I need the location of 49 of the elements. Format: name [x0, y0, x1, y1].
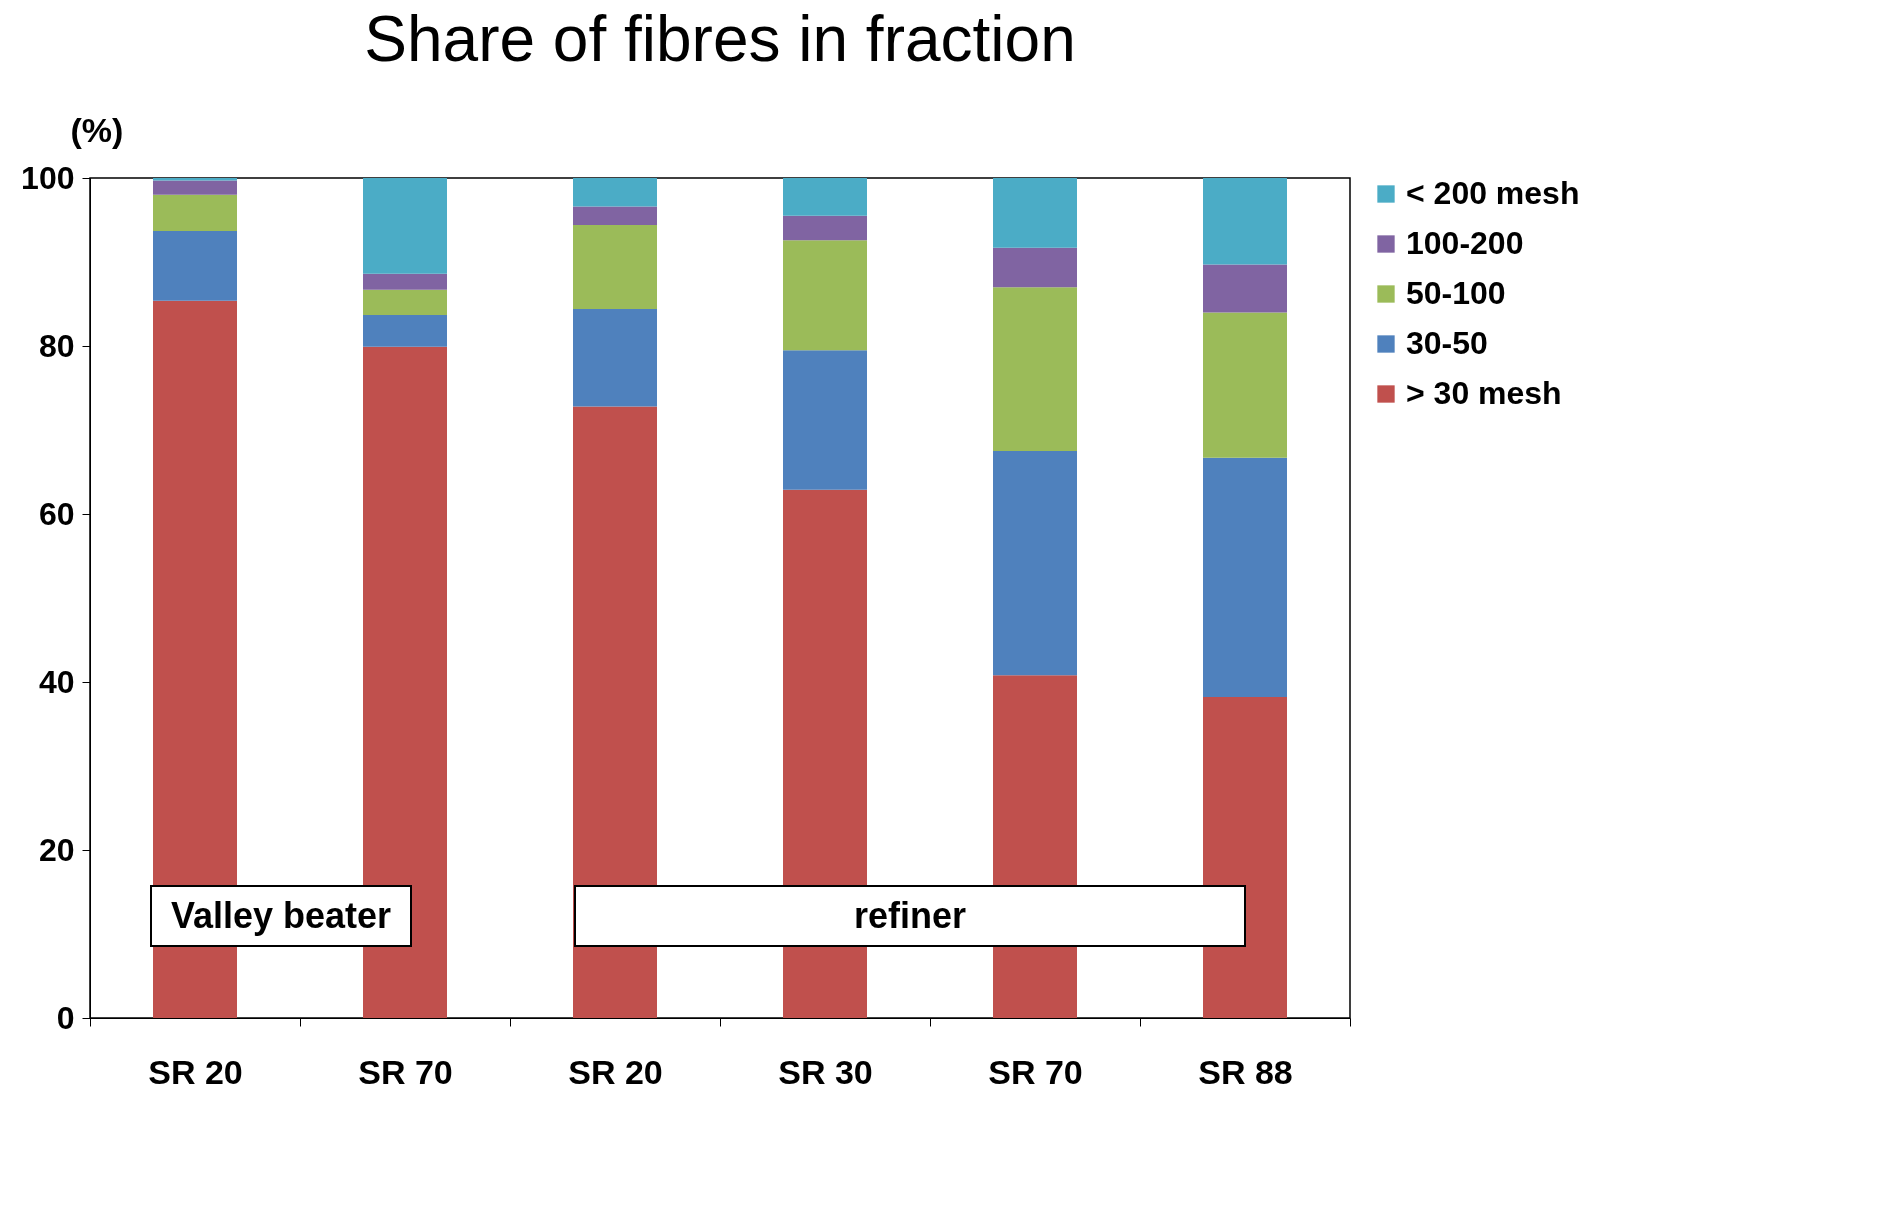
legend-label: 100-200 [1406, 225, 1524, 261]
bar [783, 215, 867, 241]
bar [1203, 264, 1287, 313]
legend-label: > 30 mesh [1406, 375, 1562, 411]
y-tick-label: 60 [38, 495, 75, 532]
x-tick-label: SR 30 [778, 1052, 873, 1091]
x-tick-label: SR 70 [988, 1052, 1083, 1091]
bar [993, 287, 1077, 451]
bar [363, 314, 447, 347]
bar [153, 178, 237, 181]
x-tick-label: SR 70 [358, 1052, 453, 1091]
label-box: Valley beater [150, 884, 412, 947]
bar [363, 273, 447, 290]
bar [1203, 697, 1287, 1018]
bar [783, 240, 867, 351]
y-tick-label: 20 [38, 831, 75, 868]
bar [1203, 457, 1287, 698]
annotation: Valley beater [170, 894, 392, 936]
bar [993, 451, 1077, 676]
y-tick-label: 40 [38, 663, 75, 700]
y-tick-label: 100 [21, 159, 75, 196]
bar [573, 309, 657, 407]
bar [153, 194, 237, 231]
bar [783, 178, 867, 216]
y-tick-label: 80 [38, 327, 75, 364]
bar [1203, 312, 1287, 458]
bar [573, 225, 657, 310]
bar [573, 178, 657, 207]
label-box: refiner [574, 884, 1246, 947]
x-tick-label: SR 20 [148, 1052, 243, 1091]
bar [363, 289, 447, 315]
y-axis-title: (%) [70, 110, 124, 149]
legend-label: 50-100 [1406, 275, 1506, 311]
bar [993, 247, 1077, 288]
bar [783, 350, 867, 490]
legend-label: < 200 mesh [1406, 175, 1580, 211]
y-tick-label: 0 [56, 999, 75, 1036]
bar [573, 406, 657, 1018]
chart-title: Share of fibres in fraction [364, 3, 1076, 75]
x-tick-label: SR 20 [568, 1052, 663, 1091]
bar [153, 230, 237, 301]
bar [153, 180, 237, 195]
annotation: refiner [853, 894, 967, 936]
bar [363, 178, 447, 274]
bar [573, 206, 657, 226]
bar [993, 178, 1077, 248]
legend-label: 30-50 [1406, 325, 1488, 361]
bar [1203, 178, 1287, 265]
x-tick-label: SR 88 [1198, 1052, 1293, 1091]
